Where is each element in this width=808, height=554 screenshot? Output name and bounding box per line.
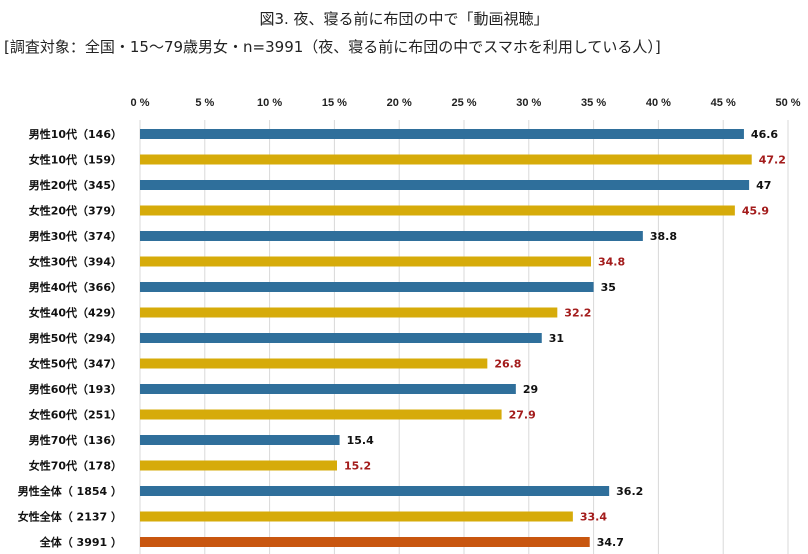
bar-male (140, 333, 542, 343)
bar-male (140, 435, 340, 445)
category-label: 女性40代（429） (29, 306, 122, 320)
data-label: 15.4 (347, 434, 374, 447)
x-tick-label: 35 % (581, 97, 606, 109)
bar-female (140, 460, 337, 471)
x-tick-label: 40 % (646, 97, 671, 109)
category-label: 全体（ 3991 ） (39, 535, 122, 549)
category-label: 男性60代（193） (29, 382, 122, 396)
bar-male (140, 384, 516, 394)
bar-male (140, 180, 750, 190)
x-tick-label: 25 % (451, 97, 476, 109)
bar-male (140, 231, 643, 241)
category-label: 男性50代（294） (29, 331, 122, 345)
category-label: 女性10代（159） (29, 153, 122, 167)
bar-female (140, 154, 752, 165)
bar-female (140, 409, 502, 420)
category-label: 女性全体（ 2137 ） (18, 510, 122, 524)
category-label: 女性50代（347） (29, 357, 122, 371)
x-tick-label: 45 % (711, 97, 736, 109)
x-tick-label: 50 % (775, 97, 800, 109)
x-tick-label: 20 % (387, 97, 412, 109)
data-label: 34.7 (597, 536, 624, 549)
data-label: 38.8 (650, 230, 677, 243)
data-label: 29 (523, 383, 538, 396)
bar-female (140, 511, 573, 522)
category-label: 女性70代（178） (29, 459, 122, 473)
x-tick-label: 15 % (322, 97, 347, 109)
data-label: 36.2 (616, 485, 643, 498)
data-label: 32.2 (564, 307, 591, 320)
category-label: 女性30代（394） (29, 255, 122, 269)
data-label: 27.9 (509, 409, 536, 422)
chart-subtitle: [調査対象：全国・15～79歳男女・n=3991（夜、寝る前に布団の中でスマホを… (4, 38, 661, 56)
bar-total (140, 537, 590, 547)
bar-male (140, 486, 610, 496)
category-label: 男性20代（345） (29, 178, 122, 192)
bar-female (140, 205, 735, 216)
bar-male (140, 129, 744, 139)
category-label: 女性20代（379） (29, 204, 122, 218)
category-label: 男性70代（136） (29, 433, 122, 447)
category-label: 女性60代（251） (29, 408, 122, 422)
category-label: 男性30代（374） (29, 229, 122, 243)
data-label: 31 (549, 332, 564, 345)
x-tick-label: 30 % (516, 97, 541, 109)
category-label: 男性10代（146） (29, 127, 122, 141)
category-label: 男性40代（366） (29, 280, 122, 294)
data-label: 33.4 (580, 511, 607, 524)
data-label: 47 (756, 179, 771, 192)
bar-female (140, 307, 558, 318)
bar-male (140, 282, 594, 292)
category-label: 男性全体（ 1854 ） (18, 484, 122, 498)
x-tick-label: 0 % (131, 97, 150, 109)
x-tick-label: 10 % (257, 97, 282, 109)
data-label: 15.2 (344, 460, 371, 473)
bar-female (140, 256, 592, 267)
data-label: 26.8 (494, 358, 521, 371)
data-label: 34.8 (598, 256, 625, 269)
data-label: 35 (601, 281, 616, 294)
data-label: 47.2 (759, 154, 786, 167)
data-label: 46.6 (751, 128, 778, 141)
data-label: 45.9 (742, 205, 769, 218)
chart-title: 図3. 夜、寝る前に布団の中で「動画視聴」 (259, 10, 549, 28)
bar-female (140, 358, 488, 369)
x-tick-label: 5 % (195, 97, 214, 109)
